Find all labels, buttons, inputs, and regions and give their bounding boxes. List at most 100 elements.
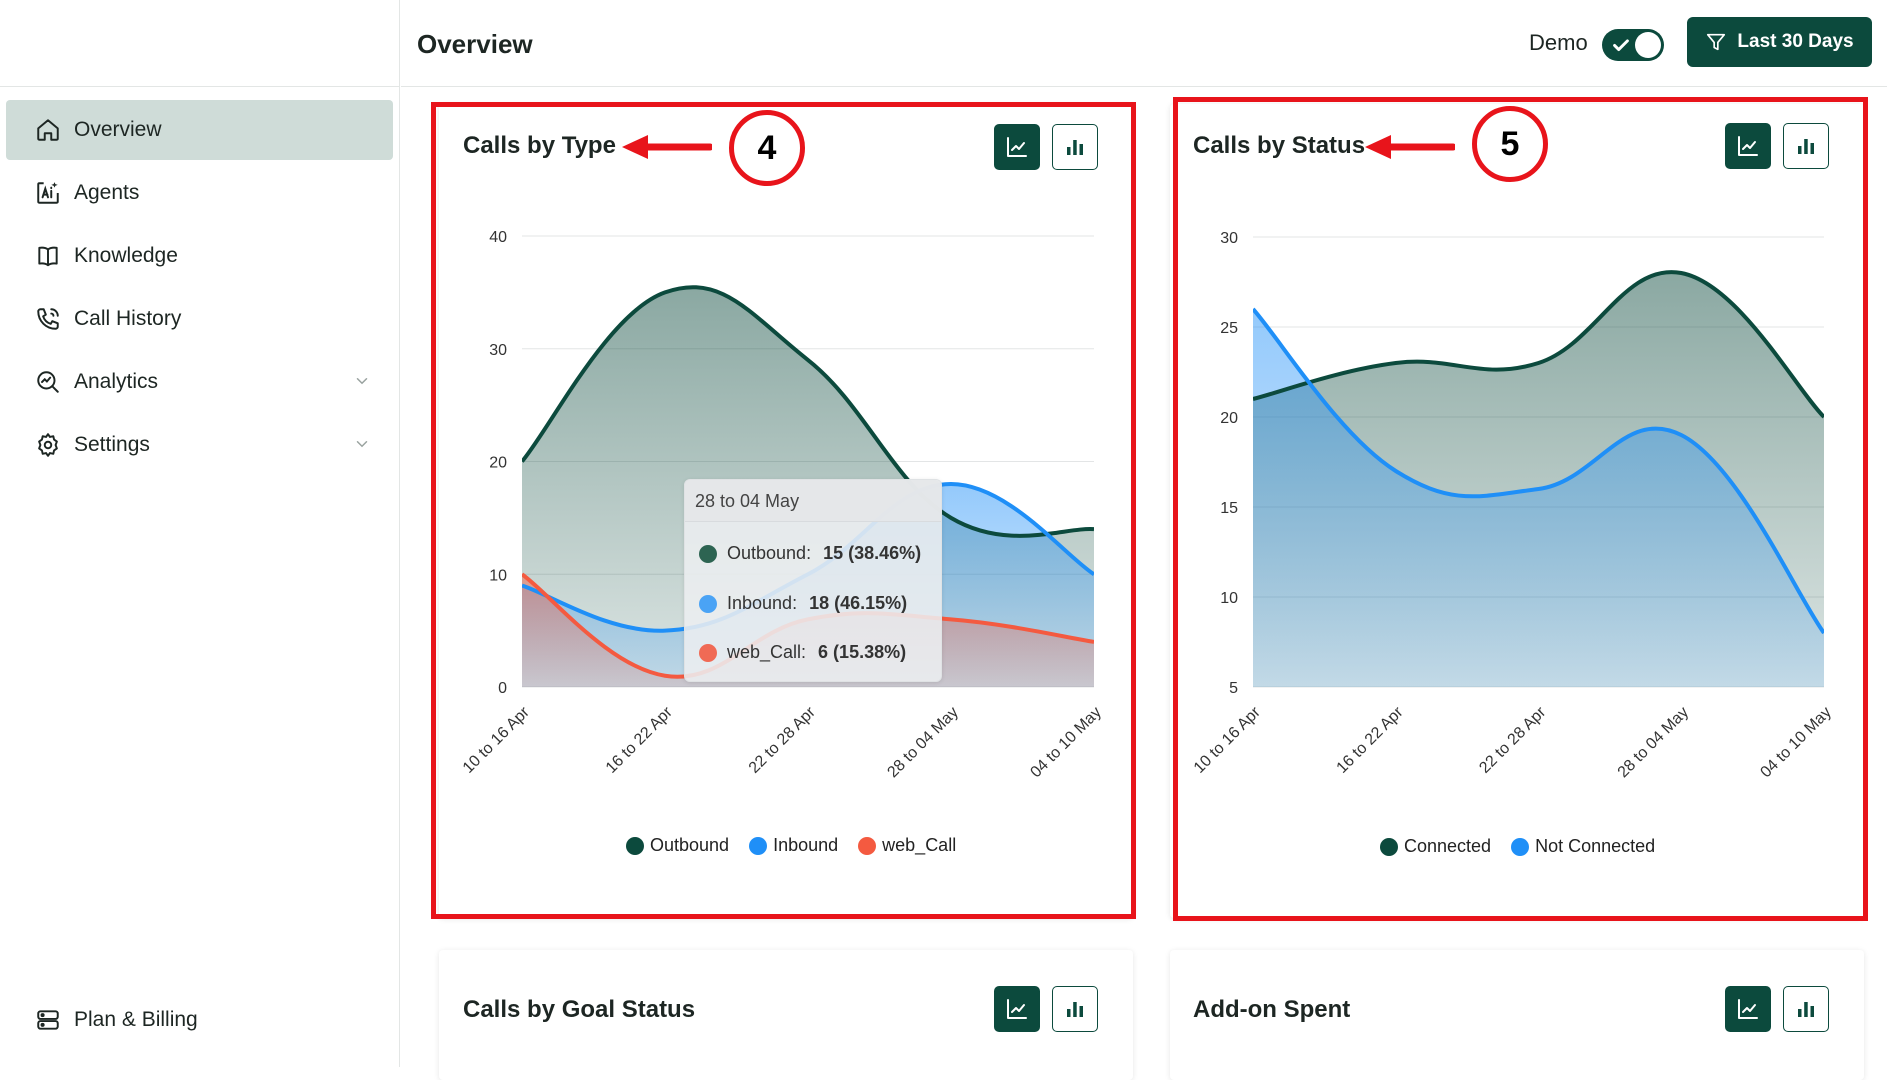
- sidebar-item-settings[interactable]: Settings: [6, 415, 393, 475]
- sidebar-item-agents[interactable]: Agents: [6, 163, 393, 223]
- y-tick-label: 15: [1220, 500, 1238, 517]
- sidebar-item-label: Plan & Billing: [74, 1008, 198, 1031]
- series-line-not-connected: [1253, 307, 1824, 635]
- line-chart-toggle-button[interactable]: [994, 124, 1040, 170]
- y-tick-label: 30: [1220, 230, 1238, 247]
- toggle-knob: [1635, 32, 1661, 58]
- series-area-not-connected: [1253, 309, 1824, 687]
- y-tick-label: 20: [489, 455, 507, 472]
- y-tick-label: 5: [1229, 680, 1238, 697]
- phone-icon: [34, 305, 62, 333]
- bar-chart-icon: [1067, 1002, 1083, 1017]
- line-chart-toggle-button[interactable]: [1725, 986, 1771, 1032]
- page-title: Overview: [417, 29, 533, 59]
- home-icon: [34, 116, 62, 144]
- y-tick-label: 25: [1220, 320, 1238, 337]
- sidebar: Overview Agents Knowledge Call History A…: [0, 0, 400, 1067]
- legend-item-connected[interactable]: Connected: [1380, 836, 1491, 857]
- series-line-connected: [1253, 270, 1824, 419]
- x-tick-label: 22 to 28 Apr: [1476, 703, 1550, 777]
- check-icon: [1610, 34, 1632, 61]
- calls-by-goal-status-card: Calls by Goal Status: [439, 950, 1133, 1080]
- y-tick-label: 0: [498, 680, 507, 697]
- sidebar-item-label: Overview: [74, 118, 162, 141]
- demo-label: Demo: [1529, 30, 1588, 55]
- annotation-badge: 5: [1472, 106, 1548, 182]
- sidebar-item-plan-billing[interactable]: Plan & Billing: [6, 990, 393, 1050]
- sidebar-item-call-history[interactable]: Call History: [6, 289, 393, 349]
- bar-chart-toggle-button[interactable]: [1783, 986, 1829, 1032]
- calls-by-status-card: Calls by Status 5 10 15 20 25 30 10 to 16 Apr 1…: [1170, 104, 1864, 918]
- line-chart-toggle-button[interactable]: [994, 986, 1040, 1032]
- annotation-arrow-icon: [1365, 135, 1455, 159]
- bar-chart-icon: [1798, 1002, 1814, 1017]
- y-tick-label: 10: [489, 567, 507, 584]
- x-tick-label: 16 to 22 Apr: [603, 703, 677, 777]
- y-tick-label: 40: [489, 229, 507, 246]
- chevron-down-icon[interactable]: [353, 372, 373, 392]
- x-tick-label: 04 to 10 May: [1757, 704, 1834, 781]
- x-tick-label: 10 to 16 Apr: [1191, 703, 1265, 777]
- x-tick-label: 22 to 28 Apr: [746, 703, 820, 777]
- line-chart-icon: [1007, 999, 1027, 1019]
- sidebar-item-analytics[interactable]: Analytics: [6, 352, 393, 412]
- gear-icon: [34, 431, 62, 459]
- x-tick-label: 28 to 04 May: [1615, 704, 1692, 781]
- x-tick-label: 10 to 16 Apr: [460, 703, 534, 777]
- sidebar-item-label: Knowledge: [74, 244, 178, 267]
- x-tick-label: 28 to 04 May: [884, 704, 961, 781]
- tooltip-row-outbound: Outbound: 15 (38.46%): [699, 543, 921, 564]
- chevron-down-icon[interactable]: [353, 435, 373, 455]
- bar-chart-icon: [1798, 139, 1814, 154]
- calls-by-status-chart: 5 10 15 20 25 30 10 to 16 Apr 16 to 22 Apr 22 to…: [1191, 230, 1835, 781]
- card-title: Calls by Goal Status: [463, 996, 696, 1023]
- addon-spent-card: Add-on Spent: [1170, 950, 1864, 1080]
- tooltip-title: 28 to 04 May: [685, 480, 941, 522]
- billing-icon: [34, 1006, 62, 1034]
- chart-legend: Connected Not Connected: [1380, 836, 1655, 857]
- x-tick-label: 16 to 22 Apr: [1334, 703, 1408, 777]
- y-tick-label: 30: [489, 342, 507, 359]
- date-filter-button[interactable]: Last 30 Days: [1687, 17, 1872, 67]
- legend-item-outbound[interactable]: Outbound: [626, 835, 729, 856]
- sidebar-logo-area: [0, 0, 399, 87]
- calls-by-type-card: Calls by Type 0 10 20 30 40 10 to 16 Apr 16 to…: [439, 104, 1133, 918]
- book-icon: [34, 242, 62, 270]
- ai-agent-icon: [34, 179, 62, 207]
- chart-tooltip: 28 to 04 May Outbound: 15 (38.46%) Inboun…: [684, 479, 942, 682]
- bar-chart-toggle-button[interactable]: [1783, 123, 1829, 169]
- card-title: Calls by Type: [463, 132, 616, 159]
- demo-toggle[interactable]: [1602, 29, 1664, 61]
- annotation-arrow-icon: [622, 135, 712, 159]
- date-filter-label: Last 30 Days: [1737, 31, 1854, 52]
- x-tick-label: 04 to 10 May: [1027, 704, 1104, 781]
- sidebar-item-knowledge[interactable]: Knowledge: [6, 226, 393, 286]
- sidebar-item-label: Analytics: [74, 370, 159, 393]
- sidebar-item-label: Settings: [74, 433, 150, 456]
- top-bar: Overview Demo Last 30 Days: [401, 0, 1887, 87]
- filter-icon: [1705, 31, 1727, 53]
- analytics-icon: [34, 368, 62, 396]
- card-title: Add-on Spent: [1193, 996, 1351, 1023]
- line-chart-icon: [1738, 136, 1758, 156]
- legend-item-web-call[interactable]: web_Call: [858, 835, 956, 856]
- sidebar-item-label: Agents: [74, 181, 140, 204]
- tooltip-row-web-call: web_Call: 6 (15.38%): [699, 642, 906, 663]
- annotation-badge: 4: [729, 110, 805, 186]
- sidebar-item-overview[interactable]: Overview: [6, 100, 393, 160]
- y-tick-label: 10: [1220, 590, 1238, 607]
- tooltip-row-inbound: Inbound: 18 (46.15%): [699, 593, 907, 614]
- y-tick-label: 20: [1220, 410, 1238, 427]
- card-title: Calls by Status: [1193, 132, 1366, 159]
- bar-chart-toggle-button[interactable]: [1052, 124, 1098, 170]
- line-chart-toggle-button[interactable]: [1725, 123, 1771, 169]
- series-line-outbound: [522, 285, 1094, 538]
- line-chart-icon: [1007, 137, 1027, 157]
- chart-legend: Outbound Inbound web_Call: [626, 835, 956, 856]
- bar-chart-icon: [1067, 140, 1083, 155]
- sidebar-item-label: Call History: [74, 307, 182, 330]
- bar-chart-toggle-button[interactable]: [1052, 986, 1098, 1032]
- legend-item-inbound[interactable]: Inbound: [749, 835, 838, 856]
- legend-item-not-connected[interactable]: Not Connected: [1511, 836, 1655, 857]
- sidebar-nav: Overview Agents Knowledge Call History A…: [0, 87, 399, 475]
